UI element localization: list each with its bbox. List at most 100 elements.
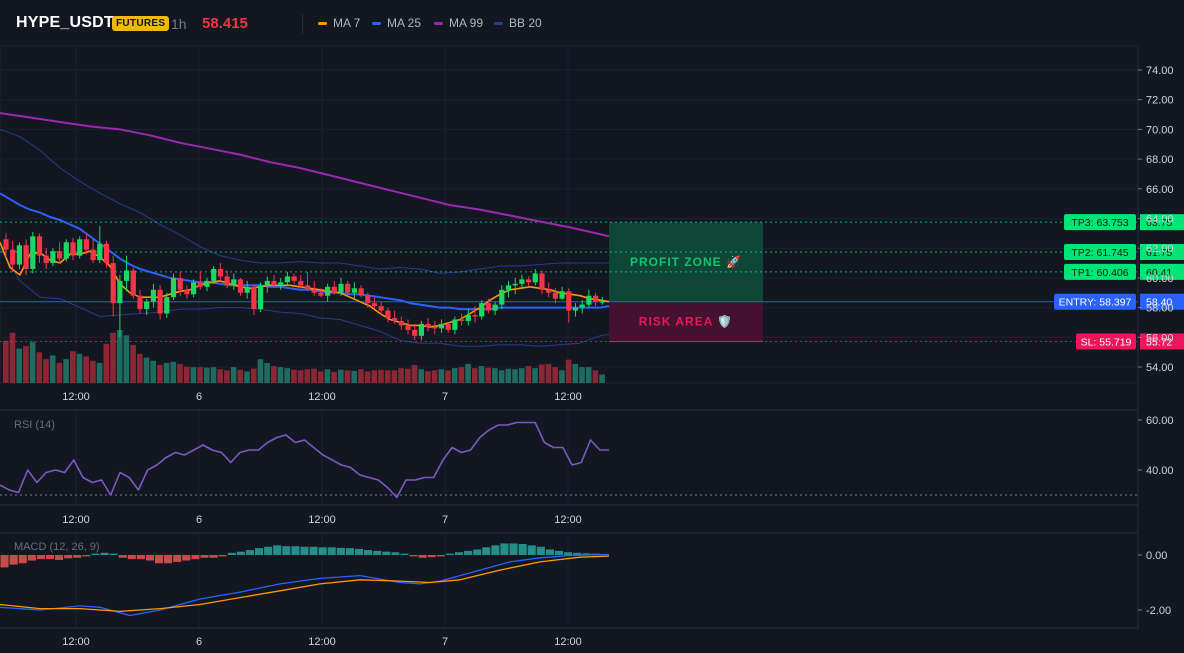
candle-body (512, 283, 518, 286)
axis-level-value: 58.40 (1146, 297, 1172, 309)
candle-body (23, 245, 29, 269)
candle-body (117, 280, 123, 304)
legend-bb20[interactable]: BB 20 (494, 16, 542, 30)
macd-histogram-bar (309, 546, 318, 555)
volume-bar (458, 367, 465, 383)
macd-histogram-bar (536, 546, 545, 555)
price-tick-label: 74.00 (1146, 65, 1174, 77)
volume-bar (150, 360, 156, 383)
axis-level-value: 61.75 (1146, 247, 1172, 259)
axis-level-badge (1140, 333, 1184, 350)
macd-histogram-bar (45, 555, 55, 560)
candle-body (50, 251, 56, 264)
volume-bar (572, 363, 579, 383)
volume-bar (29, 341, 36, 383)
volume-bar (344, 370, 351, 383)
candle-body (204, 280, 210, 287)
candle-body (418, 323, 424, 336)
candle-body (90, 249, 96, 261)
profit-zone-label: PROFIT ZONE 🚀 (630, 255, 742, 269)
timeframe-label[interactable]: 1h (171, 16, 187, 32)
candle-body (211, 268, 217, 281)
price-tick-label: 62.00 (1146, 243, 1174, 255)
time-tick-label: 12:00 (554, 391, 582, 403)
volume-bar (445, 370, 451, 383)
volume-bar (304, 369, 311, 383)
macd-histogram-bar (64, 555, 73, 559)
volume-bar (317, 371, 324, 383)
volume-bar (244, 371, 250, 383)
volume-bar (358, 369, 364, 383)
macd-histogram-bar (173, 555, 182, 562)
volume-bar (518, 368, 525, 383)
symbol-label[interactable]: HYPE_USDT (16, 14, 114, 31)
macd-histogram-bar (445, 553, 454, 555)
legend-label: MA 25 (387, 16, 422, 30)
macd-histogram-bar (418, 555, 427, 558)
candle-body (472, 315, 478, 317)
candle-body (479, 303, 485, 317)
macd-histogram-bar (400, 553, 409, 555)
macd-tick-label: 0.00 (1146, 550, 1167, 562)
volume-bar (217, 369, 223, 383)
volume-bar (539, 364, 545, 383)
legend-ma99[interactable]: MA 99 (434, 16, 483, 30)
candle-body (505, 285, 512, 290)
macd-histogram-bar (282, 546, 291, 555)
candle-body (251, 286, 257, 310)
candle-body (77, 239, 83, 256)
candle-body (492, 304, 498, 311)
candle-body (124, 270, 130, 281)
price-tick-label: 70.00 (1146, 124, 1174, 136)
header-divider (302, 14, 303, 34)
legend-ma25[interactable]: MA 25 (372, 16, 421, 30)
legend-ma7[interactable]: MA 7 (318, 16, 360, 30)
macd-histogram-bar (482, 547, 491, 555)
volume-bar (56, 362, 63, 383)
volume-bar (90, 360, 96, 383)
volume-bar (230, 367, 237, 383)
time-tick-label: 6 (196, 391, 202, 403)
volume-bar (472, 368, 478, 383)
candle-body (10, 249, 16, 265)
level-tag-tp1 (1064, 263, 1136, 280)
level-tag-sl (1076, 333, 1136, 350)
candle-body (338, 283, 344, 293)
volume-bar (338, 369, 344, 383)
volume-bar (277, 367, 284, 383)
candle-body (184, 289, 190, 295)
rsi-tick-label: 60.00 (1146, 415, 1174, 427)
legend-swatch (494, 21, 503, 25)
time-tick-label: 6 (196, 514, 202, 526)
price-tick-label: 56.00 (1146, 332, 1174, 344)
level-tag-entry (1054, 293, 1136, 310)
candle-body (371, 303, 378, 307)
grid (0, 46, 1138, 628)
macd-histogram-bar (318, 547, 327, 555)
macd-histogram-bar (273, 545, 282, 555)
macd-histogram-bar (109, 553, 118, 555)
candle-body (318, 292, 324, 296)
macd-histogram-bar (382, 551, 391, 555)
risk-zone-label: RISK AREA 🛡️ (639, 315, 733, 329)
macd-histogram-bar (209, 555, 218, 558)
volume-bar (157, 364, 163, 383)
macd-histogram-bar (255, 548, 264, 555)
macd-histogram-bar (27, 555, 36, 561)
volume-bar (271, 366, 277, 383)
macd-histogram-bar (427, 555, 436, 558)
rsi-tick-label: 40.00 (1146, 465, 1174, 477)
time-tick-label: 6 (196, 636, 202, 648)
volume-bar (438, 369, 445, 383)
candle-body (351, 288, 357, 293)
candle-body (291, 276, 297, 281)
price-tick-label: 66.00 (1146, 184, 1174, 196)
macd-histogram-bar (582, 553, 591, 555)
macd-histogram-bar (164, 555, 173, 564)
macd-histogram-bar (245, 550, 255, 555)
candle-body (586, 295, 592, 305)
macd-histogram-bar (91, 553, 100, 555)
candle-body (459, 319, 465, 321)
volume-bar (398, 368, 404, 383)
